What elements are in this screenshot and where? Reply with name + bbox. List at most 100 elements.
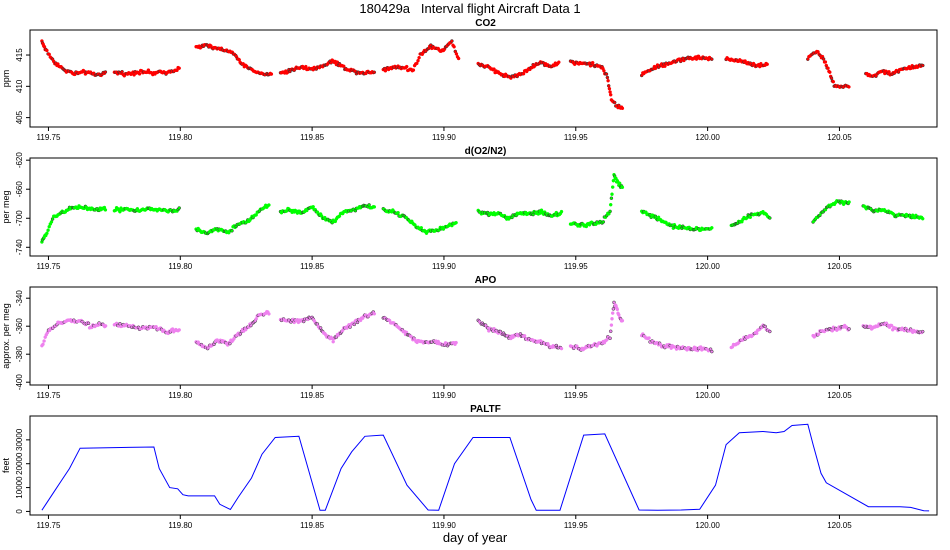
data-point [831, 79, 836, 84]
data-point [396, 210, 400, 215]
x-tick-label: 119.85 [300, 133, 324, 142]
panel-title: APO [475, 275, 497, 286]
data-point [768, 216, 772, 220]
data-point [610, 311, 615, 315]
data-point [372, 312, 377, 316]
data-point [372, 70, 377, 75]
y-tick-label: 0 [15, 509, 24, 514]
data-point [485, 210, 490, 215]
data-point [352, 322, 357, 327]
data-point [531, 212, 535, 217]
x-tick-label: 119.95 [564, 133, 588, 142]
plot-frame [29, 157, 938, 257]
x-tick-label: 119.75 [37, 521, 61, 530]
x-tick-label: 119.95 [564, 521, 588, 530]
data-point [46, 228, 50, 232]
data-point [823, 60, 828, 64]
y-tick-label: 10000 [15, 476, 24, 499]
data-segment [194, 203, 271, 236]
data-point [450, 39, 454, 43]
data-segment [639, 54, 714, 78]
x-tick-label: 120.00 [695, 133, 720, 142]
data-point [604, 72, 609, 76]
data-point [607, 86, 612, 91]
data-point [590, 60, 595, 65]
data-segment [40, 204, 108, 244]
data-point [559, 209, 564, 214]
x-tick-label: 119.80 [168, 521, 192, 530]
x-tick-label: 120.05 [827, 391, 852, 400]
data-segment [278, 310, 377, 344]
data-point [608, 202, 613, 207]
data-segment [381, 315, 458, 348]
data-point [601, 220, 606, 224]
data-segment [278, 203, 377, 225]
plot-frame [29, 415, 938, 516]
data-point [103, 324, 108, 328]
data-point [610, 192, 614, 196]
data-point [620, 185, 625, 190]
data-segment [864, 63, 925, 79]
data-point [492, 67, 496, 71]
data-point [821, 57, 826, 61]
data-point [608, 336, 612, 341]
data-segment [568, 59, 625, 111]
x-tick-label: 120.05 [827, 133, 852, 142]
data-point [602, 69, 606, 73]
data-point [49, 220, 54, 224]
y-tick-label: -380 [15, 346, 24, 363]
data-point [454, 220, 458, 225]
y-tick-label: -660 [15, 181, 24, 198]
data-point [611, 307, 616, 311]
y-axis-label: approx. per meg [1, 303, 11, 369]
figure-title: 180429a Interval flight Aircraft Data 1 [359, 1, 581, 16]
data-segment [476, 208, 564, 221]
data-point [889, 323, 894, 328]
data-point [647, 336, 651, 340]
y-tick-label: 20000 [15, 452, 24, 475]
data-point [228, 341, 232, 346]
data-point [342, 64, 346, 69]
data-segment [639, 332, 714, 354]
y-tick-label: -620 [15, 152, 24, 169]
data-point [663, 64, 667, 68]
data-segment [112, 205, 181, 214]
x-tick-label: 119.75 [37, 391, 61, 400]
data-segment [40, 39, 108, 78]
data-point [887, 70, 891, 74]
data-point [454, 340, 458, 345]
data-point [610, 185, 615, 189]
x-tick-label: 119.80 [168, 391, 192, 400]
data-point [416, 58, 420, 63]
data-point [606, 78, 610, 83]
data-segment [278, 58, 377, 76]
x-tick-label: 120.00 [695, 521, 720, 530]
panel-co2: CO2 ppm 119.75 119.80 119.85 119.90 119.95 120.… [1, 18, 938, 142]
y-tick-label: -340 [15, 290, 24, 307]
data-point [609, 196, 614, 200]
data-point [828, 70, 832, 74]
x-tick-label: 119.85 [300, 521, 324, 530]
data-point [355, 320, 360, 325]
data-point [710, 349, 714, 354]
data-segment [194, 309, 271, 351]
x-tick-label: 119.75 [37, 133, 61, 142]
data-segment [724, 56, 769, 69]
data-point [50, 217, 55, 221]
data-segment [861, 321, 925, 335]
data-segment [381, 39, 461, 73]
data-segment [568, 300, 625, 352]
data-point [920, 216, 925, 221]
data-point [154, 324, 158, 329]
data-point [404, 64, 409, 69]
data-point [605, 75, 610, 80]
plot-frame [29, 286, 938, 386]
data-point [120, 69, 124, 74]
x-axis-label: day of year [442, 530, 508, 545]
data-point [269, 72, 274, 76]
y-tick-label: 415 [15, 48, 24, 62]
data-point [768, 329, 772, 334]
data-point [452, 45, 456, 49]
data-point [118, 209, 122, 214]
x-tick-label: 120.00 [695, 391, 720, 400]
